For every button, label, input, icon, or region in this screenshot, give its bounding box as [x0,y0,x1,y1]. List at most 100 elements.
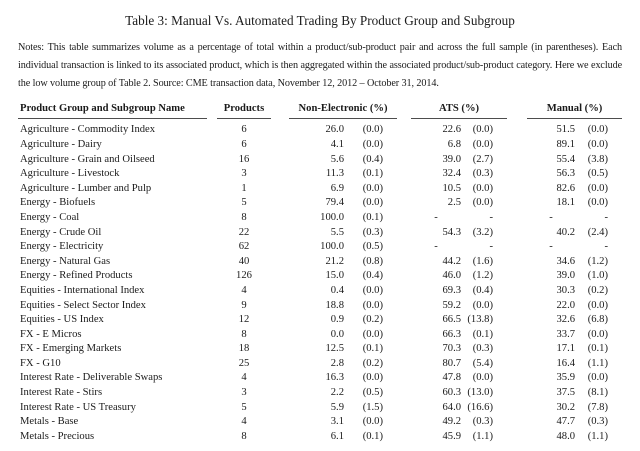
column-gap [397,284,411,299]
cell-ats-sample-pct: (0.0) [472,299,494,311]
column-gap [507,299,527,314]
cell-manual-sample-pct: (0.3) [587,416,609,428]
cell-ats-pct: 70.3 [442,343,462,355]
cell-product-name: Interest Rate - Stirs [20,387,103,399]
cell-non-electronic-pct: 21.2 [325,255,344,267]
cell-manual-sample-pct: (0.0) [587,182,609,194]
cell-manual-pct: 17.1 [556,343,576,355]
column-gap [397,138,411,153]
cell-manual-sample-pct: (0.0) [587,328,609,340]
cell-non-electronic-pct: 79.4 [325,197,344,209]
column-gap [397,386,411,401]
column-gap [207,284,217,299]
cell-manual-sample-pct: (2.4) [587,226,609,238]
cell-product-name: Interest Rate - US Treasury [20,401,136,413]
column-gap [507,415,527,430]
cell-non-electronic-sample-pct: (0.5) [362,387,384,399]
column-gap [271,119,289,138]
column-gap [507,153,527,168]
column-gap [397,167,411,182]
cell-products-count: 8 [241,328,247,340]
column-gap [207,299,217,314]
header-row: Product Group and Subgroup Name Products… [18,103,623,120]
col-header-products: Products [217,103,271,120]
cell-ats-sample-pct: (0.3) [472,343,494,355]
cell-non-electronic-pct: 3.1 [330,416,344,428]
table-row: Interest Rate - Deliverable Swaps 4 16.3 (0… [18,371,622,386]
column-gap [271,103,289,119]
cell-products-count: 3 [241,168,247,180]
cell-ats-pct: 46.0 [442,270,462,282]
cell-non-electronic-pct: 11.3 [325,168,344,180]
cell-non-electronic-sample-pct: (0.1) [362,430,384,442]
column-gap [207,153,217,168]
column-gap [507,328,527,343]
column-gap [507,167,527,182]
cell-non-electronic-pct: 6.1 [330,430,344,442]
cell-product-name: Metals - Base [20,416,79,428]
cell-ats-pct: 60.3 [442,387,462,399]
cell-ats-pct: 6.8 [447,138,462,150]
column-gap [397,103,411,119]
table-row: Energy - Biofuels 5 79.4 (0.0) 2.5 (0.0) 18.1 (… [18,196,622,211]
column-gap [207,138,217,153]
column-gap [507,401,527,416]
cell-manual-pct: 35.9 [556,372,576,384]
column-gap [507,196,527,211]
column-gap [507,103,527,119]
cell-ats-pct: 47.8 [442,372,462,384]
cell-manual-sample-pct: - [604,211,609,223]
cell-manual-sample-pct: (0.0) [587,197,609,209]
column-gap [397,211,411,226]
cell-ats-sample-pct: (13.0) [467,387,494,399]
cell-non-electronic-pct: 15.0 [325,270,344,282]
cell-manual-sample-pct: (0.0) [587,124,609,136]
column-gap [271,430,289,445]
cell-manual-sample-pct: (0.0) [587,299,609,311]
cell-non-electronic-sample-pct: (0.1) [362,211,384,223]
data-table: Product Group and Subgroup Name Products… [18,103,623,445]
cell-product-name: Equities - International Index [20,284,145,296]
cell-manual-pct: - [549,241,553,253]
column-gap [397,313,411,328]
cell-product-name: Metals - Precious [20,430,95,442]
cell-non-electronic-sample-pct: (0.3) [362,226,384,238]
cell-ats-pct: 10.5 [442,182,462,194]
cell-ats-pct: 54.3 [442,226,462,238]
table-row: Equities - US Index 12 0.9 (0.2) 66.5 (13.8) 3… [18,313,622,328]
cell-non-electronic-pct: 16.3 [325,372,344,384]
cell-product-name: Agriculture - Lumber and Pulp [20,182,152,194]
cell-manual-pct: 22.0 [556,299,576,311]
table-row: Agriculture - Commodity Index 6 26.0 (0.0) 2… [18,119,622,138]
column-gap [207,211,217,226]
cell-manual-sample-pct: (0.0) [587,138,609,150]
column-gap [207,103,217,119]
cell-product-name: Energy - Natural Gas [20,255,111,267]
cell-product-name: FX - G10 [20,357,61,369]
cell-ats-pct: 2.5 [447,197,462,209]
cell-products-count: 126 [236,270,252,282]
column-gap [207,357,217,372]
column-gap [397,182,411,197]
column-gap [507,371,527,386]
cell-products-count: 6 [241,124,247,136]
cell-non-electronic-sample-pct: (0.0) [362,124,384,136]
column-gap [207,119,217,138]
column-gap [271,284,289,299]
cell-non-electronic-sample-pct: (0.0) [362,299,384,311]
cell-manual-sample-pct: (1.0) [587,270,609,282]
table-row: Energy - Natural Gas 40 21.2 (0.8) 44.2 (1.6)… [18,255,622,270]
cell-ats-sample-pct: (0.0) [472,138,494,150]
column-gap [207,342,217,357]
column-gap [207,430,217,445]
column-gap [271,182,289,197]
cell-product-name: Agriculture - Grain and Oilseed [20,153,155,165]
cell-manual-pct: 89.1 [556,138,576,150]
cell-non-electronic-sample-pct: (0.4) [362,153,384,165]
column-gap [507,119,527,138]
cell-ats-sample-pct: (2.7) [472,153,494,165]
cell-manual-pct: 55.4 [556,153,576,165]
cell-ats-pct: 59.2 [442,299,462,311]
cell-ats-sample-pct: (1.2) [472,270,494,282]
cell-ats-sample-pct: (1.1) [472,430,494,442]
